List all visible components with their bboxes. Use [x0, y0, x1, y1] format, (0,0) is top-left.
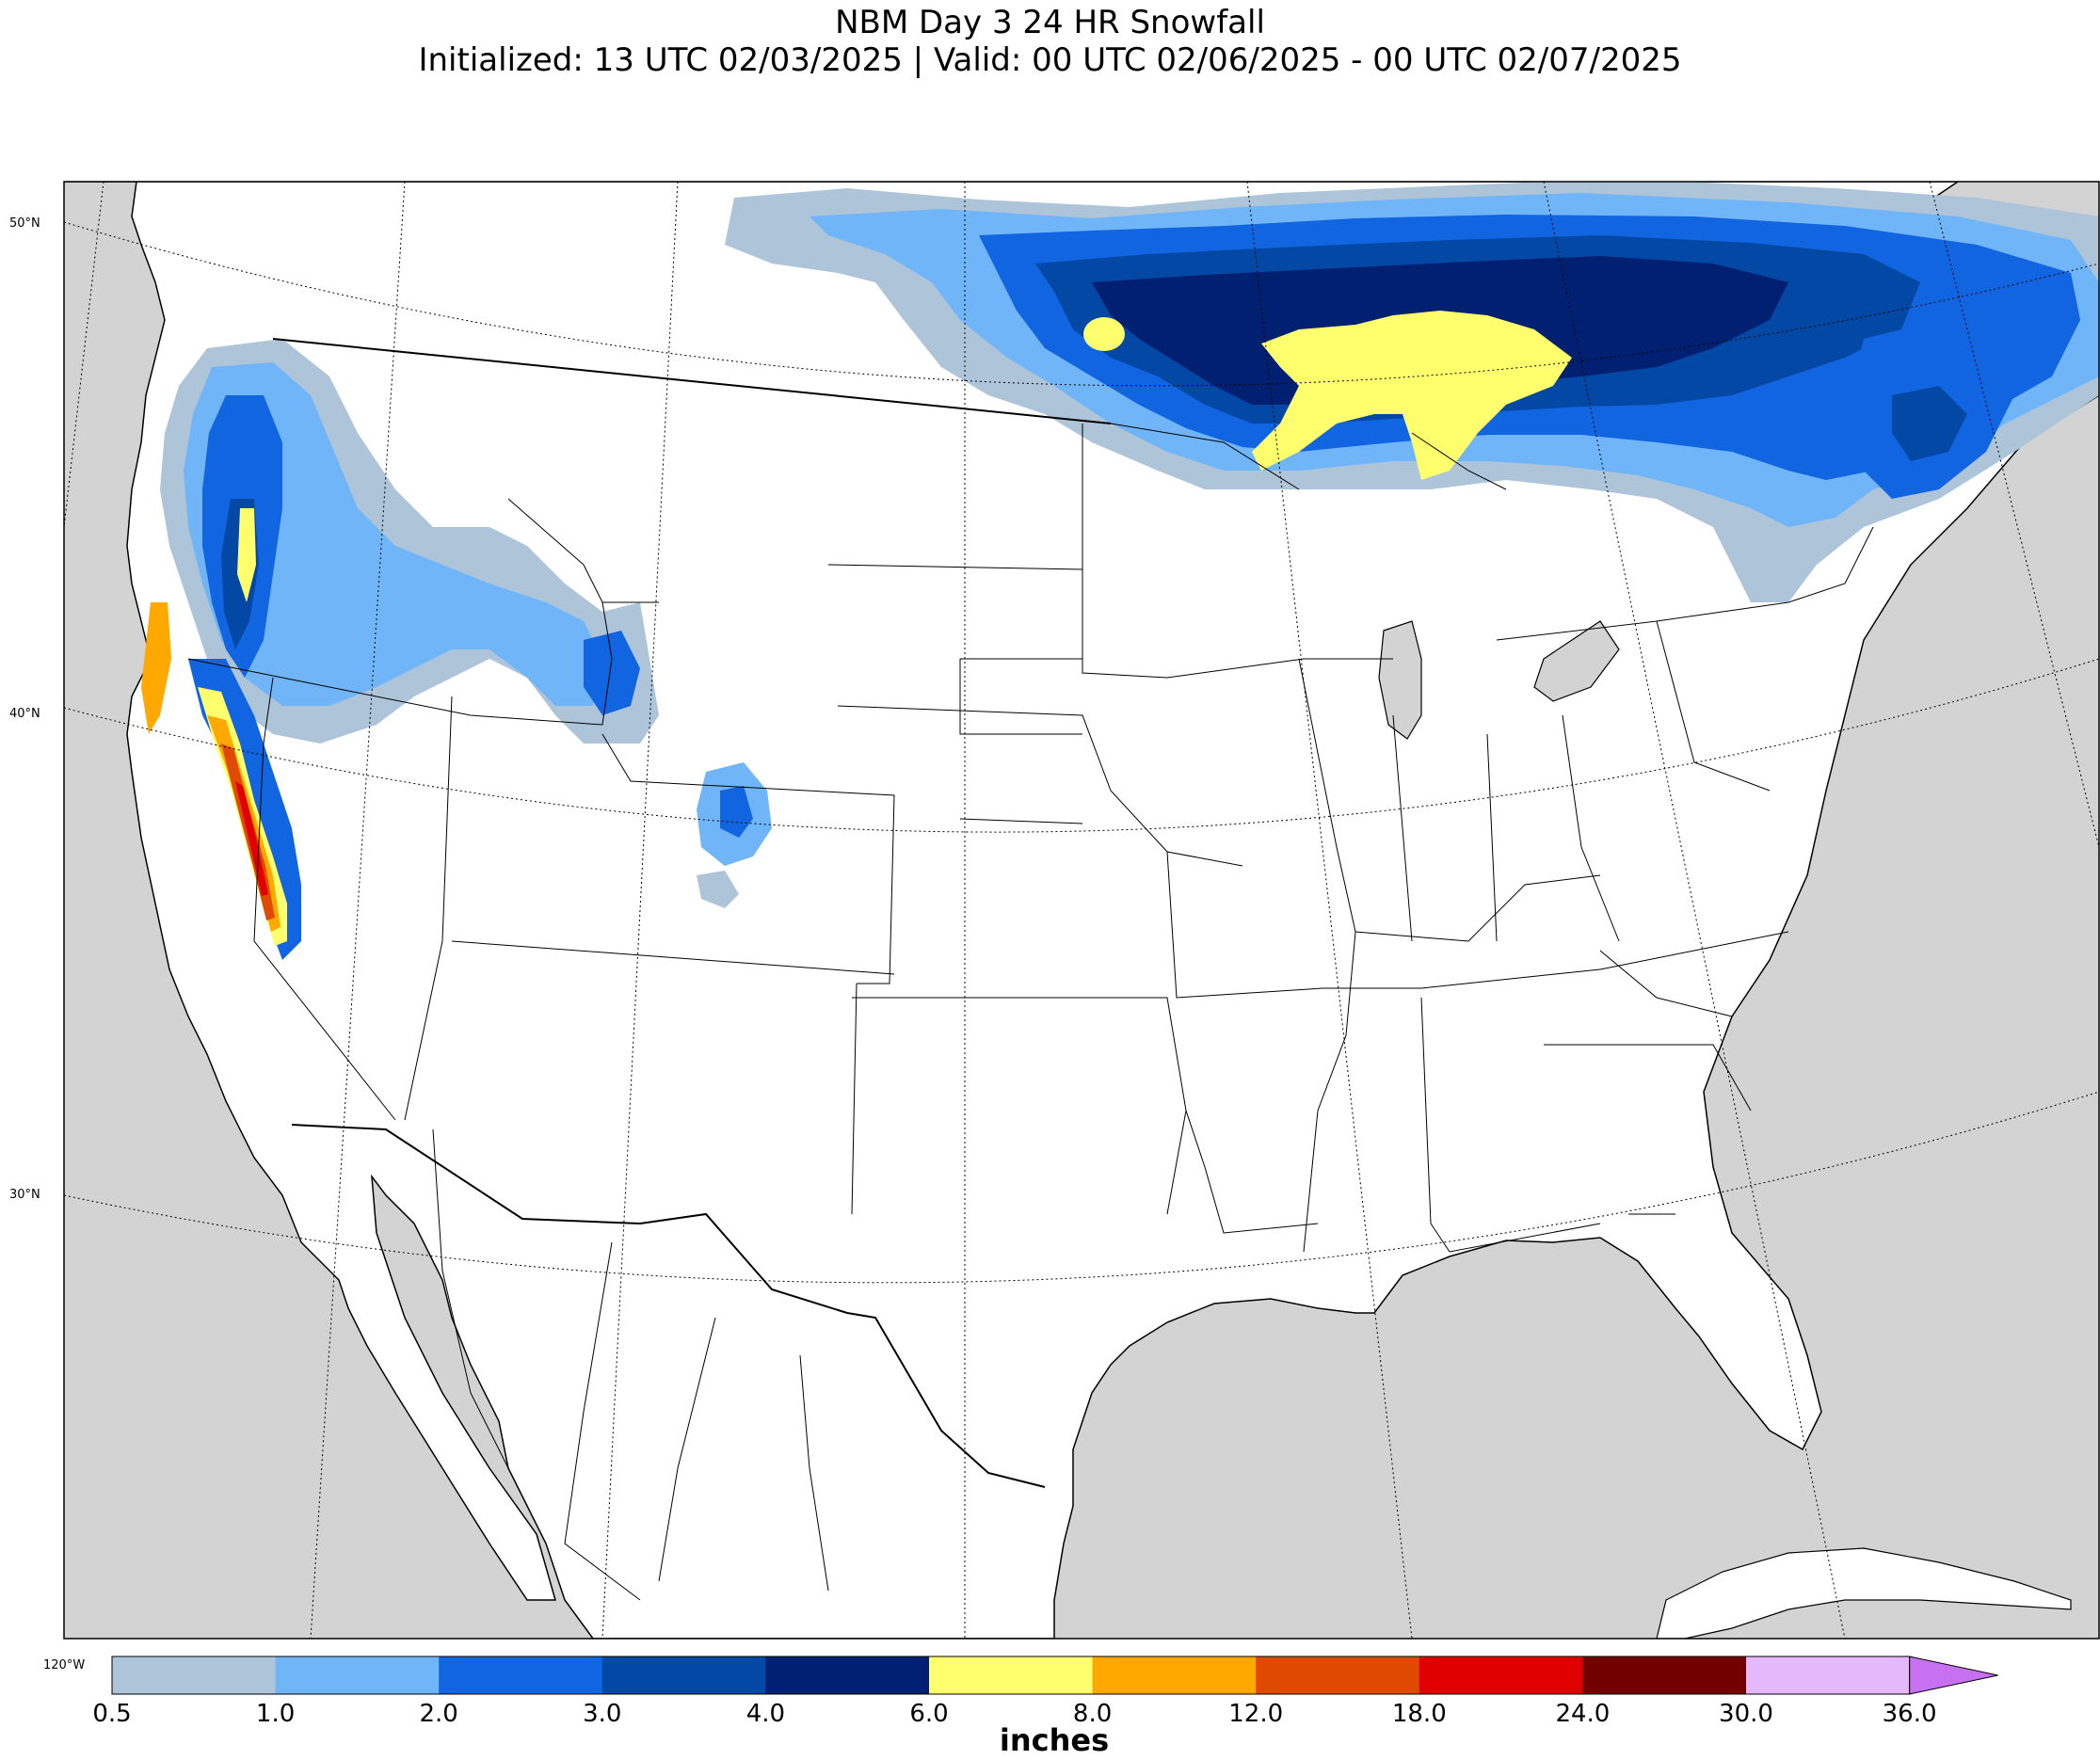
colorbar-tick-label: 6.0: [909, 1700, 949, 1728]
map-title: NBM Day 3 24 HR Snowfall: [835, 4, 1265, 41]
map-subtitle: Initialized: 13 UTC 02/03/2025 | Valid: …: [418, 41, 1682, 79]
graticule: [64, 182, 2099, 1639]
colorbar-segment: [1256, 1656, 1420, 1694]
colorbar-segment: [601, 1656, 766, 1694]
colorbar: [111, 1656, 1998, 1695]
lat-label-30: 30°N: [9, 1188, 40, 1202]
colorbar-tick-label: 0.5: [92, 1700, 132, 1728]
snowfall-contours: [141, 182, 2099, 960]
colorbar-segment: [1582, 1656, 1747, 1694]
colorbar-segment: [929, 1656, 1094, 1694]
colorbar-tick-label: 30.0: [1719, 1700, 1773, 1728]
colorbar-segment: [1092, 1656, 1257, 1694]
colorbar-segment: [1419, 1656, 1583, 1694]
colorbar-segment: [1746, 1656, 1911, 1694]
colorbar-tick-label: 2.0: [419, 1700, 458, 1728]
colorbar-units-label: inches: [999, 1722, 1110, 1758]
colorbar-tick-label: 12.0: [1228, 1700, 1284, 1728]
colorbar-tick-label: 3.0: [583, 1700, 622, 1728]
lat-label-40: 40°N: [9, 707, 40, 721]
colorbar-segment: [765, 1656, 930, 1694]
colorbar-segment: [439, 1656, 603, 1694]
colorbar-tick-label: 4.0: [745, 1700, 786, 1728]
land-cuba: [1656, 1547, 2072, 1639]
lat-label-50: 50°N: [9, 216, 40, 231]
colorbar-segment: [275, 1656, 440, 1694]
colorbar-tick-label: 24.0: [1555, 1700, 1611, 1728]
state-boundaries: [187, 338, 1874, 1601]
colorbar-outline: [111, 1656, 1911, 1695]
colorbar-extend-arrow: [1909, 1656, 1998, 1695]
colorbar-tick-label: 1.0: [255, 1700, 296, 1728]
colorbar-tick-label: 8.0: [1072, 1700, 1113, 1728]
lon-label-120: 120°W: [43, 1658, 86, 1672]
map-frame: [63, 181, 2100, 1640]
great-lakes: [1378, 620, 1620, 740]
land-north-america: [64, 182, 2099, 1639]
colorbar-segment: [112, 1656, 277, 1694]
colorbar-tick-label: 18.0: [1391, 1700, 1447, 1728]
colorbar-tick-label: 36.0: [1882, 1700, 1937, 1728]
